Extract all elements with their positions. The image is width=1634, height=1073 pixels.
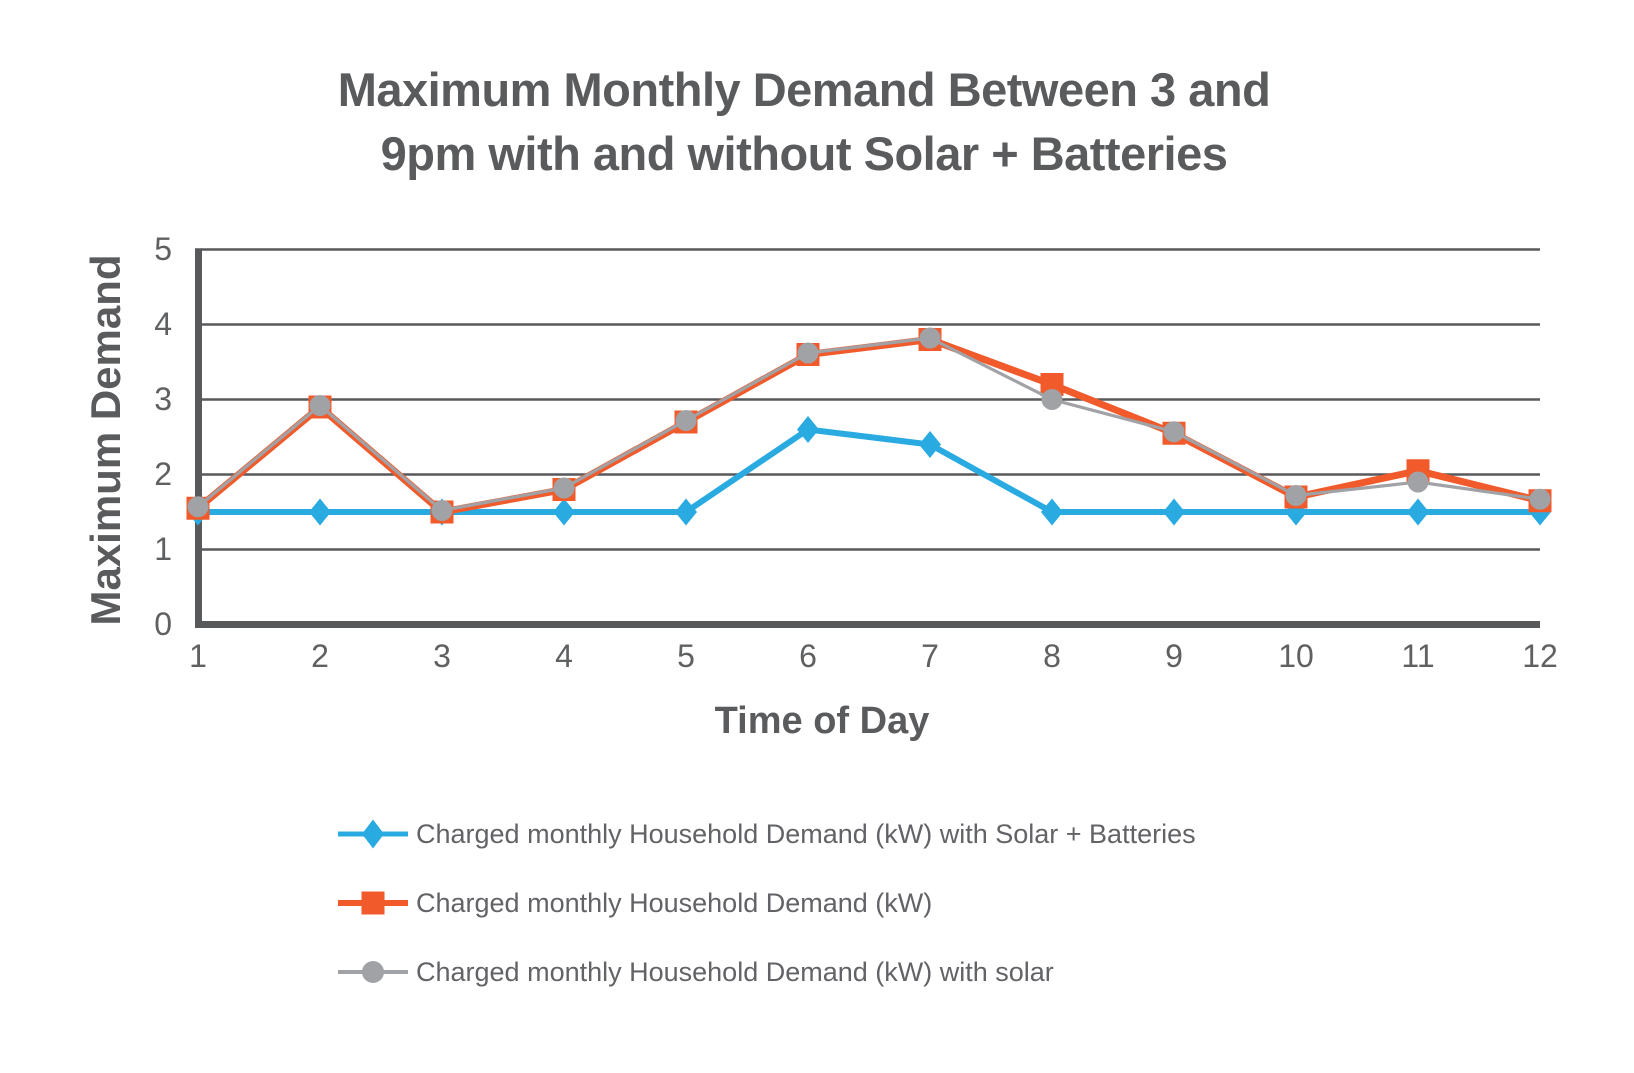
- x-axis-title: Time of Day: [714, 700, 930, 742]
- data-point-diamond: [675, 498, 697, 526]
- x-tick-label: 10: [1278, 638, 1314, 674]
- data-point-circle: [1529, 488, 1551, 510]
- legend-label: Charged monthly Household Demand (kW) wi…: [416, 956, 1054, 987]
- data-point-circle: [797, 342, 819, 364]
- data-point-circle: [1163, 421, 1185, 443]
- series-line-diamond: [198, 426, 1540, 515]
- data-point-circle: [1041, 389, 1063, 410]
- legend-item: Charged monthly Household Demand (kW) wi…: [338, 954, 1196, 990]
- y-tick-label: 5: [154, 230, 172, 267]
- data-point-diamond: [1407, 498, 1429, 526]
- series-line-square: [195, 335, 1541, 516]
- legend-item: Charged monthly Household Demand (kW): [338, 885, 1196, 921]
- data-point-circle: [675, 410, 697, 431]
- x-tick-label: 6: [799, 638, 817, 674]
- y-tick-label: 2: [154, 455, 172, 492]
- data-point-circle: [431, 500, 453, 521]
- x-tick-label: 2: [311, 638, 329, 674]
- chart-title-line-1: Maximum Monthly Demand Between 3 and: [337, 63, 1271, 116]
- data-point-circle: [187, 496, 209, 518]
- x-tick-label: 1: [189, 638, 207, 674]
- data-point-circle: [309, 395, 331, 416]
- x-tick-label: 11: [1401, 638, 1435, 674]
- diamond-marker-icon: [338, 819, 408, 849]
- legend-label: Charged monthly Household Demand (kW): [416, 887, 933, 918]
- data-point-diamond: [797, 416, 819, 443]
- data-point-diamond: [919, 431, 941, 458]
- y-tick-label: 3: [154, 380, 172, 417]
- y-tick-label: 1: [154, 530, 172, 567]
- legend-item: Charged monthly Household Demand (kW) wi…: [338, 816, 1196, 852]
- legend: Charged monthly Household Demand (kW) wi…: [338, 816, 1196, 1023]
- circle-marker-icon: [338, 961, 408, 983]
- x-tick-label: 9: [1165, 638, 1183, 674]
- x-tick-label: 5: [677, 638, 695, 674]
- data-point-diamond: [1163, 498, 1185, 526]
- data-point-diamond: [1041, 498, 1063, 526]
- x-tick-label: 12: [1522, 638, 1558, 674]
- chart-title: Maximum Monthly Demand Between 3 and 9pm…: [0, 58, 1608, 186]
- legend-label: Charged monthly Household Demand (kW) wi…: [416, 818, 1196, 849]
- x-tick-label: 8: [1043, 638, 1061, 674]
- chart-title-line-2: 9pm with and without Solar + Batteries: [380, 127, 1228, 180]
- x-tick-label: 3: [433, 638, 451, 674]
- data-point-circle: [1407, 471, 1429, 493]
- data-point-diamond: [309, 498, 331, 526]
- data-point-square: [1040, 373, 1064, 396]
- data-point-circle: [553, 477, 575, 499]
- square-marker-icon: [338, 891, 408, 915]
- y-tick-label: 0: [154, 605, 172, 642]
- data-point-circle: [919, 327, 941, 349]
- data-point-circle: [1285, 485, 1307, 506]
- y-tick-label: 4: [154, 305, 172, 342]
- x-tick-label: 7: [921, 638, 939, 674]
- x-tick-label: 4: [555, 638, 573, 674]
- series-line-circle: [196, 336, 1541, 513]
- data-point-diamond: [553, 498, 575, 526]
